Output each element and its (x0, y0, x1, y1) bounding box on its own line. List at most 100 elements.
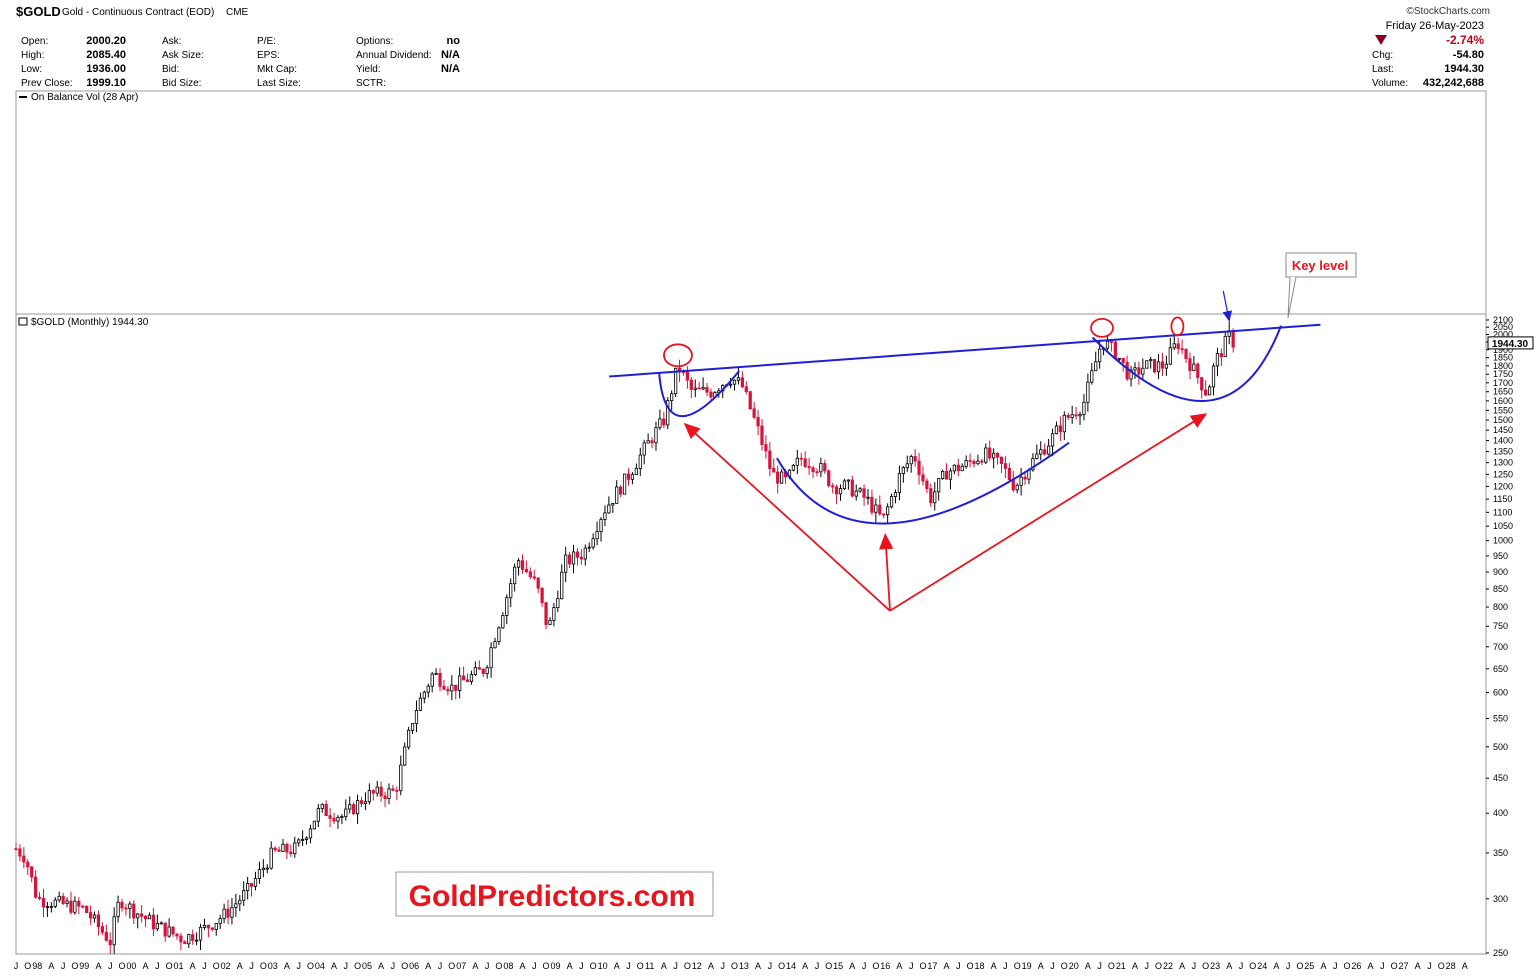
watermark: GoldPredictors.com (395, 871, 714, 917)
candle-down (980, 460, 984, 463)
candle-down (1219, 353, 1223, 358)
candle-up (320, 803, 324, 809)
candle-up (984, 447, 988, 463)
x-month-label: O (1249, 961, 1256, 971)
candle-up (1078, 414, 1082, 417)
candle-down (709, 391, 713, 398)
y-tick-label: 1450 (1493, 425, 1513, 435)
pct-change: -2.74% (1446, 33, 1484, 47)
candle-down (143, 915, 148, 920)
x-month-label: O (495, 961, 502, 971)
candle-up (1019, 476, 1023, 486)
x-month-label: A (1085, 961, 1091, 971)
x-year-label: 18 (975, 961, 985, 971)
candle-up (301, 839, 305, 841)
candle-up (261, 867, 265, 871)
candle-down (650, 440, 654, 444)
candle-down (823, 463, 827, 472)
candle-down (446, 688, 450, 692)
candle-down (740, 377, 744, 388)
candle-up (795, 457, 799, 466)
x-month-label: J (1192, 961, 1197, 971)
candle-up (242, 890, 246, 901)
y-tick-label: 1500 (1493, 415, 1513, 425)
candle-up (666, 400, 670, 426)
candle-up (238, 899, 242, 905)
candle-down (395, 789, 399, 792)
candle-down (477, 667, 481, 670)
x-month-label: A (1415, 961, 1421, 971)
quote-field-label: Low: (21, 64, 42, 75)
x-month-label: O (825, 961, 832, 971)
candle-up (340, 816, 344, 818)
candle-down (383, 795, 387, 799)
quote-field-value: 1936.00 (86, 63, 126, 75)
candle-up (548, 620, 552, 625)
x-month-label: O (213, 961, 220, 971)
candle-up (728, 383, 733, 386)
x-year-label: 11 (645, 961, 654, 971)
candle-up (418, 697, 423, 711)
candle-up (403, 746, 407, 766)
x-month-label: O (1061, 961, 1068, 971)
candle-down (925, 480, 929, 490)
candle-up (556, 598, 560, 609)
y-axis: 250 300 350 400 450 500 550 600 650 700 750 800 850 9… (1486, 315, 1513, 958)
candle-up (253, 878, 258, 887)
candle-up (434, 673, 438, 675)
candle-down (391, 788, 395, 791)
candle-down (352, 804, 356, 815)
candle-down (944, 471, 949, 480)
x-year-label: 27 (1399, 961, 1409, 971)
y-tick-label: 850 (1493, 584, 1508, 594)
x-month-label: J (1380, 961, 1385, 971)
x-month-label: A (614, 961, 620, 971)
candle-up (673, 367, 678, 395)
candle-up (45, 906, 50, 909)
y-tick-label: 1600 (1493, 396, 1513, 406)
candle-up (116, 901, 120, 918)
x-month-label: A (849, 961, 855, 971)
candle-up (611, 503, 615, 506)
resistance-trendline (609, 323, 1321, 378)
candle-up (1054, 425, 1059, 435)
x-year-label: 15 (833, 961, 843, 971)
x-month-label: O (1344, 961, 1351, 971)
x-axis: J O 98 A J O 99 A J O 00 A J O 01 A J O 02 A J O 03 A J O 04 A J O 05 A… (14, 961, 1468, 971)
candle-up (155, 923, 159, 930)
candle-down (1196, 363, 1200, 378)
candle-up (1156, 361, 1161, 373)
x-month-label: A (567, 961, 573, 971)
x-year-label: 03 (268, 961, 278, 971)
x-month-label: A (472, 961, 478, 971)
x-year-label: 19 (1022, 961, 1032, 971)
quote-field-label: Yield: (356, 64, 381, 75)
candle-up (469, 674, 474, 682)
x-year-label: 05 (362, 961, 372, 971)
candle-down (768, 450, 772, 469)
candle-down (461, 675, 466, 681)
candle-down (1184, 348, 1188, 360)
y-tick-label: 450 (1493, 773, 1508, 783)
x-month-label: A (425, 961, 431, 971)
candle-down (882, 513, 886, 516)
peak-circle (663, 343, 693, 368)
y-tick-label: 600 (1493, 688, 1508, 698)
candle-up (1039, 449, 1043, 455)
candle-up (670, 393, 674, 402)
candle-up (501, 615, 505, 629)
x-month-label: O (637, 961, 644, 971)
candle-down (481, 668, 485, 674)
y-tick-label: 300 (1493, 894, 1508, 904)
summary-value: 432,242,688 (1423, 77, 1484, 89)
candle-up (422, 691, 426, 699)
candle-up (344, 808, 348, 817)
y-tick-label: 1150 (1493, 494, 1512, 504)
x-month-label: A (1179, 961, 1185, 971)
candle-down (41, 897, 46, 908)
x-year-label: 02 (221, 961, 231, 971)
candle-up (1211, 365, 1216, 388)
candle-down (520, 560, 525, 570)
candle-down (34, 876, 38, 898)
candle-down (69, 900, 73, 913)
